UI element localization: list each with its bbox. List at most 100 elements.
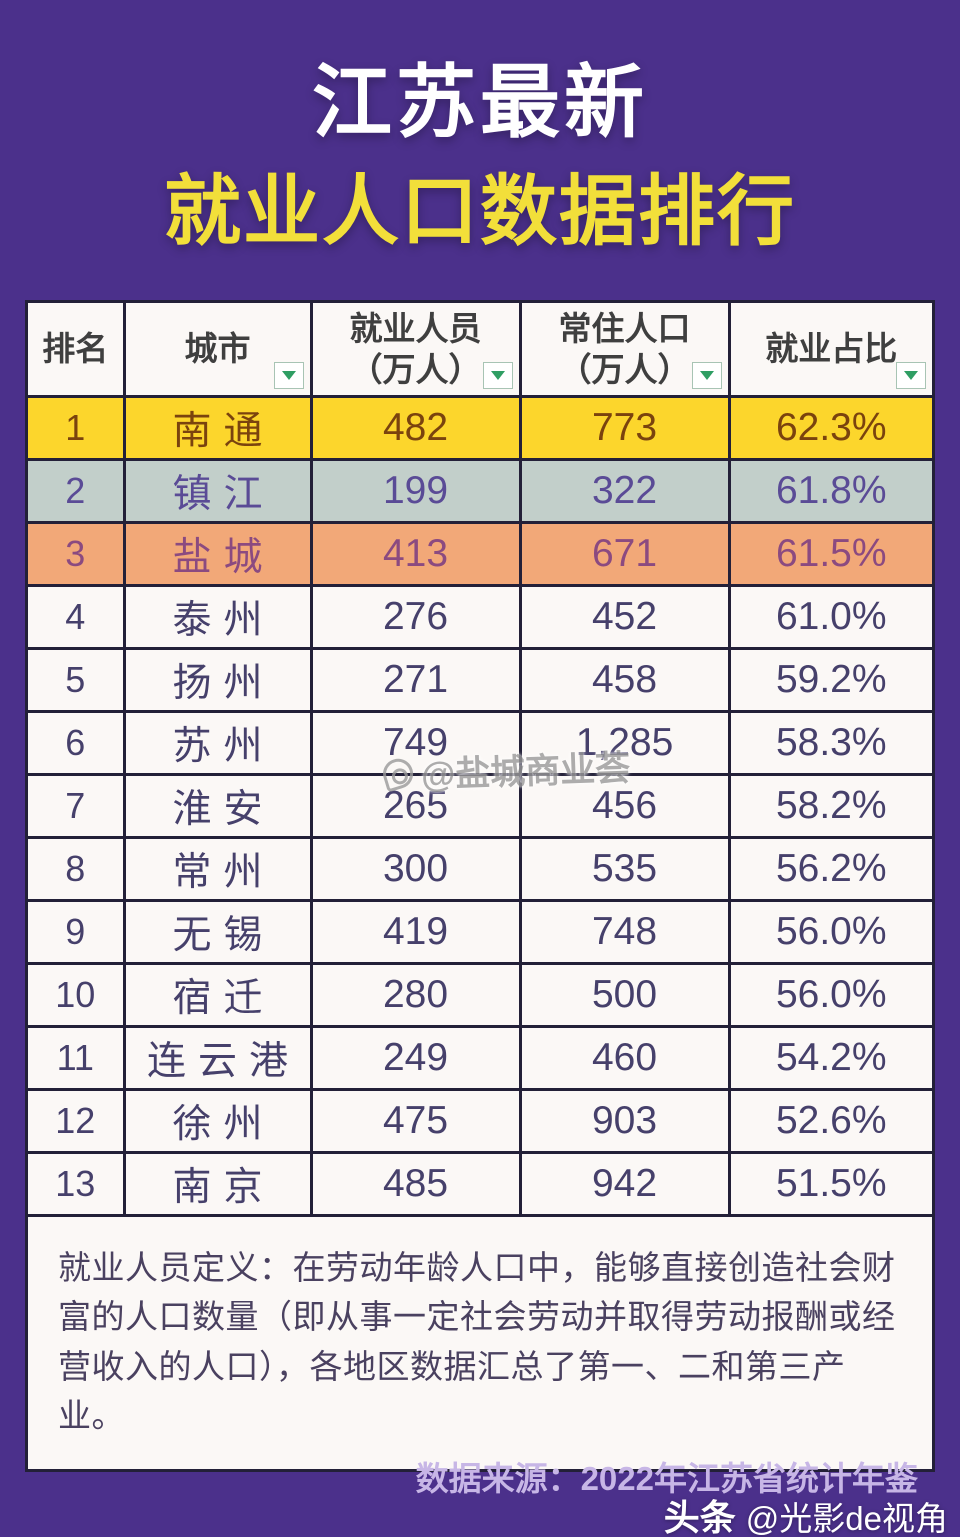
city-cell: 淮安: [124, 774, 313, 839]
resident-cell: 671: [520, 522, 731, 587]
city-cell: 南通: [124, 396, 313, 461]
city-cell: 宿迁: [124, 963, 313, 1028]
city-cell: 连云港: [124, 1026, 313, 1091]
chevron-down-icon: [699, 370, 714, 380]
rank-cell: 2: [28, 459, 126, 524]
ratio-cell: 59.2%: [729, 648, 932, 713]
column-header: 常住人口 （万人）: [520, 303, 731, 398]
chevron-down-icon: [490, 370, 505, 380]
resident-cell: 535: [520, 837, 731, 902]
rank-cell: 5: [28, 648, 126, 713]
data-panel: 排名 城市 就业人员 （万人） 常住人口 （万人） 就业占比 1 南通 482 773 62.3% 2…: [25, 300, 935, 1472]
table-row: 9 无锡 419 748 56.0%: [28, 900, 932, 965]
ratio-cell: 51.5%: [729, 1152, 932, 1217]
city-cell: 扬州: [124, 648, 313, 713]
rank-cell: 4: [28, 585, 126, 650]
city-cell: 苏州: [124, 711, 313, 776]
resident-cell: 460: [520, 1026, 731, 1091]
resident-cell: 458: [520, 648, 731, 713]
ratio-cell: 61.0%: [729, 585, 932, 650]
weibo-icon: [379, 754, 417, 793]
filter-dropdown-icon[interactable]: [273, 361, 304, 389]
data-source-label: 数据来源：2022年江苏省统计年鉴: [415, 1460, 918, 1497]
ratio-cell: 62.3%: [729, 396, 932, 461]
table-row: 12 徐州 475 903 52.6%: [28, 1089, 932, 1154]
bottom-watermark: 头条 @光影de视角: [664, 1489, 948, 1537]
column-header-label: 就业占比: [765, 330, 898, 368]
rank-cell: 8: [28, 837, 126, 902]
employed-cell: 475: [311, 1089, 522, 1154]
resident-cell: 748: [520, 900, 731, 965]
ratio-cell: 52.6%: [729, 1089, 932, 1154]
rank-cell: 11: [28, 1026, 126, 1091]
rank-cell: 1: [28, 396, 126, 461]
column-header: 城市: [124, 303, 313, 398]
brand-handle: @光影de视角: [745, 1500, 948, 1537]
filter-dropdown-icon[interactable]: [896, 361, 926, 389]
ratio-cell: 58.2%: [729, 774, 932, 839]
rank-cell: 7: [28, 774, 126, 839]
chevron-down-icon: [281, 370, 296, 380]
employed-cell: 276: [311, 585, 522, 650]
table-row: 8 常州 300 535 56.2%: [28, 837, 932, 902]
filter-dropdown-icon[interactable]: [482, 361, 513, 389]
chevron-down-icon: [904, 370, 918, 380]
employed-cell: 280: [311, 963, 522, 1028]
main-title: 江苏最新: [312, 58, 648, 147]
table-row: 6 苏州 749 1,285 58.3%: [28, 711, 932, 776]
ratio-cell: 56.2%: [729, 837, 932, 902]
employed-cell: 199: [311, 459, 522, 524]
center-watermark: @盐城商业荟: [379, 740, 631, 800]
resident-cell: 322: [520, 459, 731, 524]
table-row: 4 泰州 276 452 61.0%: [28, 585, 932, 650]
resident-cell: 903: [520, 1089, 731, 1154]
column-header-label: 就业人员: [349, 309, 482, 347]
resident-cell: 942: [520, 1152, 731, 1217]
table-row: 3 盐城 413 671 61.5%: [28, 522, 932, 587]
city-cell: 南京: [124, 1152, 313, 1217]
resident-cell: 456: [520, 774, 731, 839]
ratio-cell: 61.5%: [729, 522, 932, 587]
employed-cell: 482: [311, 396, 522, 461]
sub-title: 就业人口数据排行: [164, 169, 796, 255]
employed-cell: 419: [311, 900, 522, 965]
resident-cell: 452: [520, 585, 731, 650]
table-row: 10 宿迁 280 500 56.0%: [28, 963, 932, 1028]
rank-cell: 6: [28, 711, 126, 776]
filter-dropdown-icon[interactable]: [691, 361, 722, 389]
employed-cell: 249: [311, 1026, 522, 1091]
table-row: 1 南通 482 773 62.3%: [28, 396, 932, 461]
city-cell: 徐州: [124, 1089, 313, 1154]
ratio-cell: 56.0%: [729, 900, 932, 965]
employed-cell: 485: [311, 1152, 522, 1217]
employed-cell: 749: [311, 711, 522, 776]
city-cell: 无锡: [124, 900, 313, 965]
rank-cell: 3: [28, 522, 126, 587]
rank-cell: 13: [28, 1152, 126, 1217]
column-header-label: （万人）: [558, 350, 691, 388]
table-row: 11 连云港 249 460 54.2%: [28, 1026, 932, 1091]
rank-cell: 12: [28, 1089, 126, 1154]
column-header-label: 排名: [42, 330, 109, 368]
column-header-label: 常住人口: [558, 309, 691, 347]
resident-cell: 1,285: [520, 711, 731, 776]
employed-cell: 271: [311, 648, 522, 713]
ratio-cell: 56.0%: [729, 963, 932, 1028]
toutiao-logo: 头条: [663, 1497, 736, 1537]
column-header: 就业人员 （万人）: [311, 303, 522, 398]
city-cell: 泰州: [124, 585, 313, 650]
table-row: 5 扬州 271 458 59.2%: [28, 648, 932, 713]
center-watermark-text: @盐城商业荟: [420, 748, 631, 795]
ratio-cell: 61.8%: [729, 459, 932, 524]
column-header-label: （万人）: [349, 350, 482, 388]
ratio-cell: 54.2%: [729, 1026, 932, 1091]
ratio-cell: 58.3%: [729, 711, 932, 776]
resident-cell: 500: [520, 963, 731, 1028]
table-header-row: 排名 城市 就业人员 （万人） 常住人口 （万人） 就业占比: [28, 303, 932, 398]
ranking-table: 排名 城市 就业人员 （万人） 常住人口 （万人） 就业占比 1 南通 482 773 62.3% 2…: [28, 303, 932, 1217]
employed-cell: 413: [311, 522, 522, 587]
column-header: 就业占比: [729, 303, 932, 398]
rank-cell: 10: [28, 963, 126, 1028]
city-cell: 盐城: [124, 522, 313, 587]
